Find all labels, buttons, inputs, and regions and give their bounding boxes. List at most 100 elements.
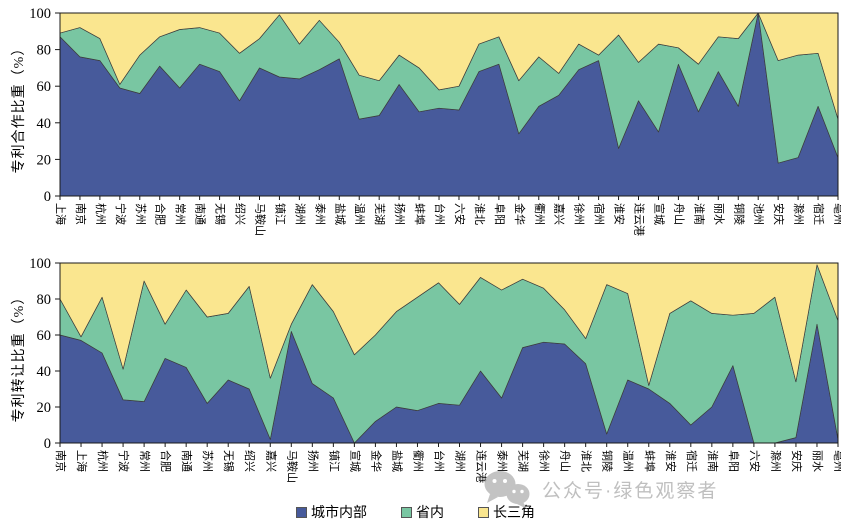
x-tick-label: 南通 — [180, 450, 193, 472]
x-tick-label: 台州 — [432, 450, 446, 472]
y-tick-label: 40 — [37, 364, 52, 380]
x-tick-label: 宣城 — [348, 450, 362, 472]
x-tick-label: 上海 — [54, 203, 68, 225]
x-tick-label: 丽水 — [712, 203, 725, 225]
y-tick-label: 100 — [29, 258, 51, 272]
x-tick-label: 蚌埠 — [413, 203, 427, 225]
x-tick-label: 镇江 — [327, 450, 341, 472]
x-tick-label: 滁州 — [769, 450, 783, 472]
legend-label-within-province: 省内 — [416, 506, 444, 521]
y-tick-label: 100 — [29, 6, 51, 22]
x-tick-label: 连云港 — [633, 203, 646, 236]
x-tick-label: 丽水 — [811, 450, 824, 472]
legend-item-within-province: 省内 — [401, 502, 444, 522]
x-tick-label: 亳州 — [832, 203, 841, 225]
x-tick-label: 徐州 — [573, 203, 587, 225]
x-tick-label: 镇江 — [273, 203, 287, 225]
x-tick-label: 滁州 — [792, 203, 806, 225]
x-tick-label: 苏州 — [201, 450, 214, 472]
x-tick-label: 徐州 — [538, 450, 552, 472]
y-tick-label: 60 — [37, 79, 52, 95]
x-tick-label: 铜陵 — [601, 450, 615, 472]
x-tick-label: 宁波 — [114, 203, 128, 225]
x-tick-label: 温州 — [622, 450, 635, 472]
x-tick-label: 杭州 — [96, 450, 110, 472]
x-tick-label: 无锡 — [222, 450, 236, 472]
y-tick-label: 60 — [37, 328, 52, 344]
x-tick-label: 安庆 — [772, 203, 786, 225]
x-tick-label: 舟山 — [672, 203, 686, 225]
x-tick-label: 嘉兴 — [264, 450, 278, 472]
x-tick-label: 无锡 — [214, 203, 228, 225]
x-tick-label: 六安 — [453, 203, 467, 225]
x-tick-label: 泰州 — [313, 203, 327, 225]
x-tick-label: 连云港 — [475, 450, 488, 483]
plot-frame — [59, 262, 839, 444]
plot-frame — [59, 12, 839, 197]
x-tick-label: 绍兴 — [243, 450, 257, 472]
x-tick-label: 芜湖 — [517, 450, 531, 472]
x-tick-label: 淮南 — [706, 450, 719, 472]
x-tick-label: 安庆 — [790, 450, 804, 472]
x-tick-label: 阜阳 — [727, 450, 740, 472]
x-tick-label: 池州 — [752, 203, 765, 225]
x-tick-label: 蚌埠 — [643, 450, 657, 472]
legend: 城市内部 省内 长三角 — [296, 502, 535, 522]
x-tick-label: 亳州 — [832, 450, 841, 472]
legend-item-within-city: 城市内部 — [296, 502, 367, 522]
x-tick-label: 马鞍山 — [253, 203, 267, 236]
patent-transfer-chart: 0 20 40 60 80 100 南京 上海 杭州 宁波 常州 合肥 南通 苏州 无锡 绍兴 嘉兴 马鞍山 扬州镇… — [29, 258, 841, 483]
x-tick-label: 常州 — [174, 203, 187, 225]
y-tick-label: 40 — [37, 116, 52, 132]
x-tick-label: 宿迁 — [812, 203, 826, 225]
x-tick-label: 台州 — [433, 203, 447, 225]
x-tick-label: 金华 — [369, 450, 383, 472]
legend-item-yangtze-delta: 长三角 — [478, 502, 535, 522]
x-tick-label: 苏州 — [134, 203, 147, 225]
x-tick-label: 宁波 — [117, 450, 131, 472]
y-tick-label: 80 — [37, 43, 52, 59]
x-tick-label: 湖州 — [293, 203, 306, 225]
x-tick-label: 宿州 — [593, 203, 607, 225]
x-tick-label: 上海 — [75, 450, 89, 472]
x-tick-label: 衢州 — [411, 450, 424, 472]
yangtze-delta-swatch-icon — [478, 506, 489, 518]
x-tick-label: 宿迁 — [685, 450, 699, 472]
x-tick-label: 杭州 — [94, 203, 108, 225]
x-tick-label: 铜陵 — [732, 203, 746, 225]
x-tick-label: 衢州 — [533, 203, 546, 225]
y-tick-label: 80 — [37, 292, 52, 308]
x-tick-label: 泰州 — [496, 450, 510, 472]
x-tick-label: 马鞍山 — [285, 450, 299, 483]
x-tick-label: 嘉兴 — [553, 203, 567, 225]
legend-label-within-city: 城市内部 — [311, 506, 367, 521]
x-tick-label: 六安 — [748, 450, 762, 472]
x-tick-label: 扬州 — [393, 203, 407, 225]
x-tick-label: 芜湖 — [373, 203, 387, 225]
x-tick-label: 绍兴 — [234, 203, 248, 225]
y-tick-label: 0 — [44, 189, 51, 205]
x-tick-label: 淮北 — [580, 450, 593, 472]
x-tick-label: 湖州 — [454, 450, 467, 472]
x-tick-label: 淮安 — [613, 203, 627, 225]
x-tick-label: 舟山 — [559, 450, 573, 472]
x-tick-label: 南京 — [74, 203, 88, 225]
x-tick-label: 南通 — [194, 203, 207, 225]
within-province-swatch-icon — [401, 506, 412, 518]
x-tick-label: 常州 — [138, 450, 151, 472]
x-tick-label: 盐城 — [390, 450, 403, 472]
x-tick-label: 金华 — [513, 203, 527, 225]
x-tick-label: 阜阳 — [493, 203, 506, 225]
x-tick-label: 温州 — [353, 203, 366, 225]
x-tick-label: 淮南 — [692, 203, 705, 225]
x-tick-label: 盐城 — [333, 203, 346, 225]
legend-label-yangtze-delta: 长三角 — [493, 506, 535, 521]
y-tick-label: 20 — [37, 152, 52, 168]
x-tick-label: 南京 — [54, 450, 68, 472]
x-tick-label: 淮北 — [473, 203, 486, 225]
within-city-swatch-icon — [296, 506, 307, 518]
x-tick-label: 扬州 — [306, 450, 320, 472]
x-tick-label: 合肥 — [159, 450, 173, 472]
x-tick-label: 宣城 — [652, 203, 666, 225]
